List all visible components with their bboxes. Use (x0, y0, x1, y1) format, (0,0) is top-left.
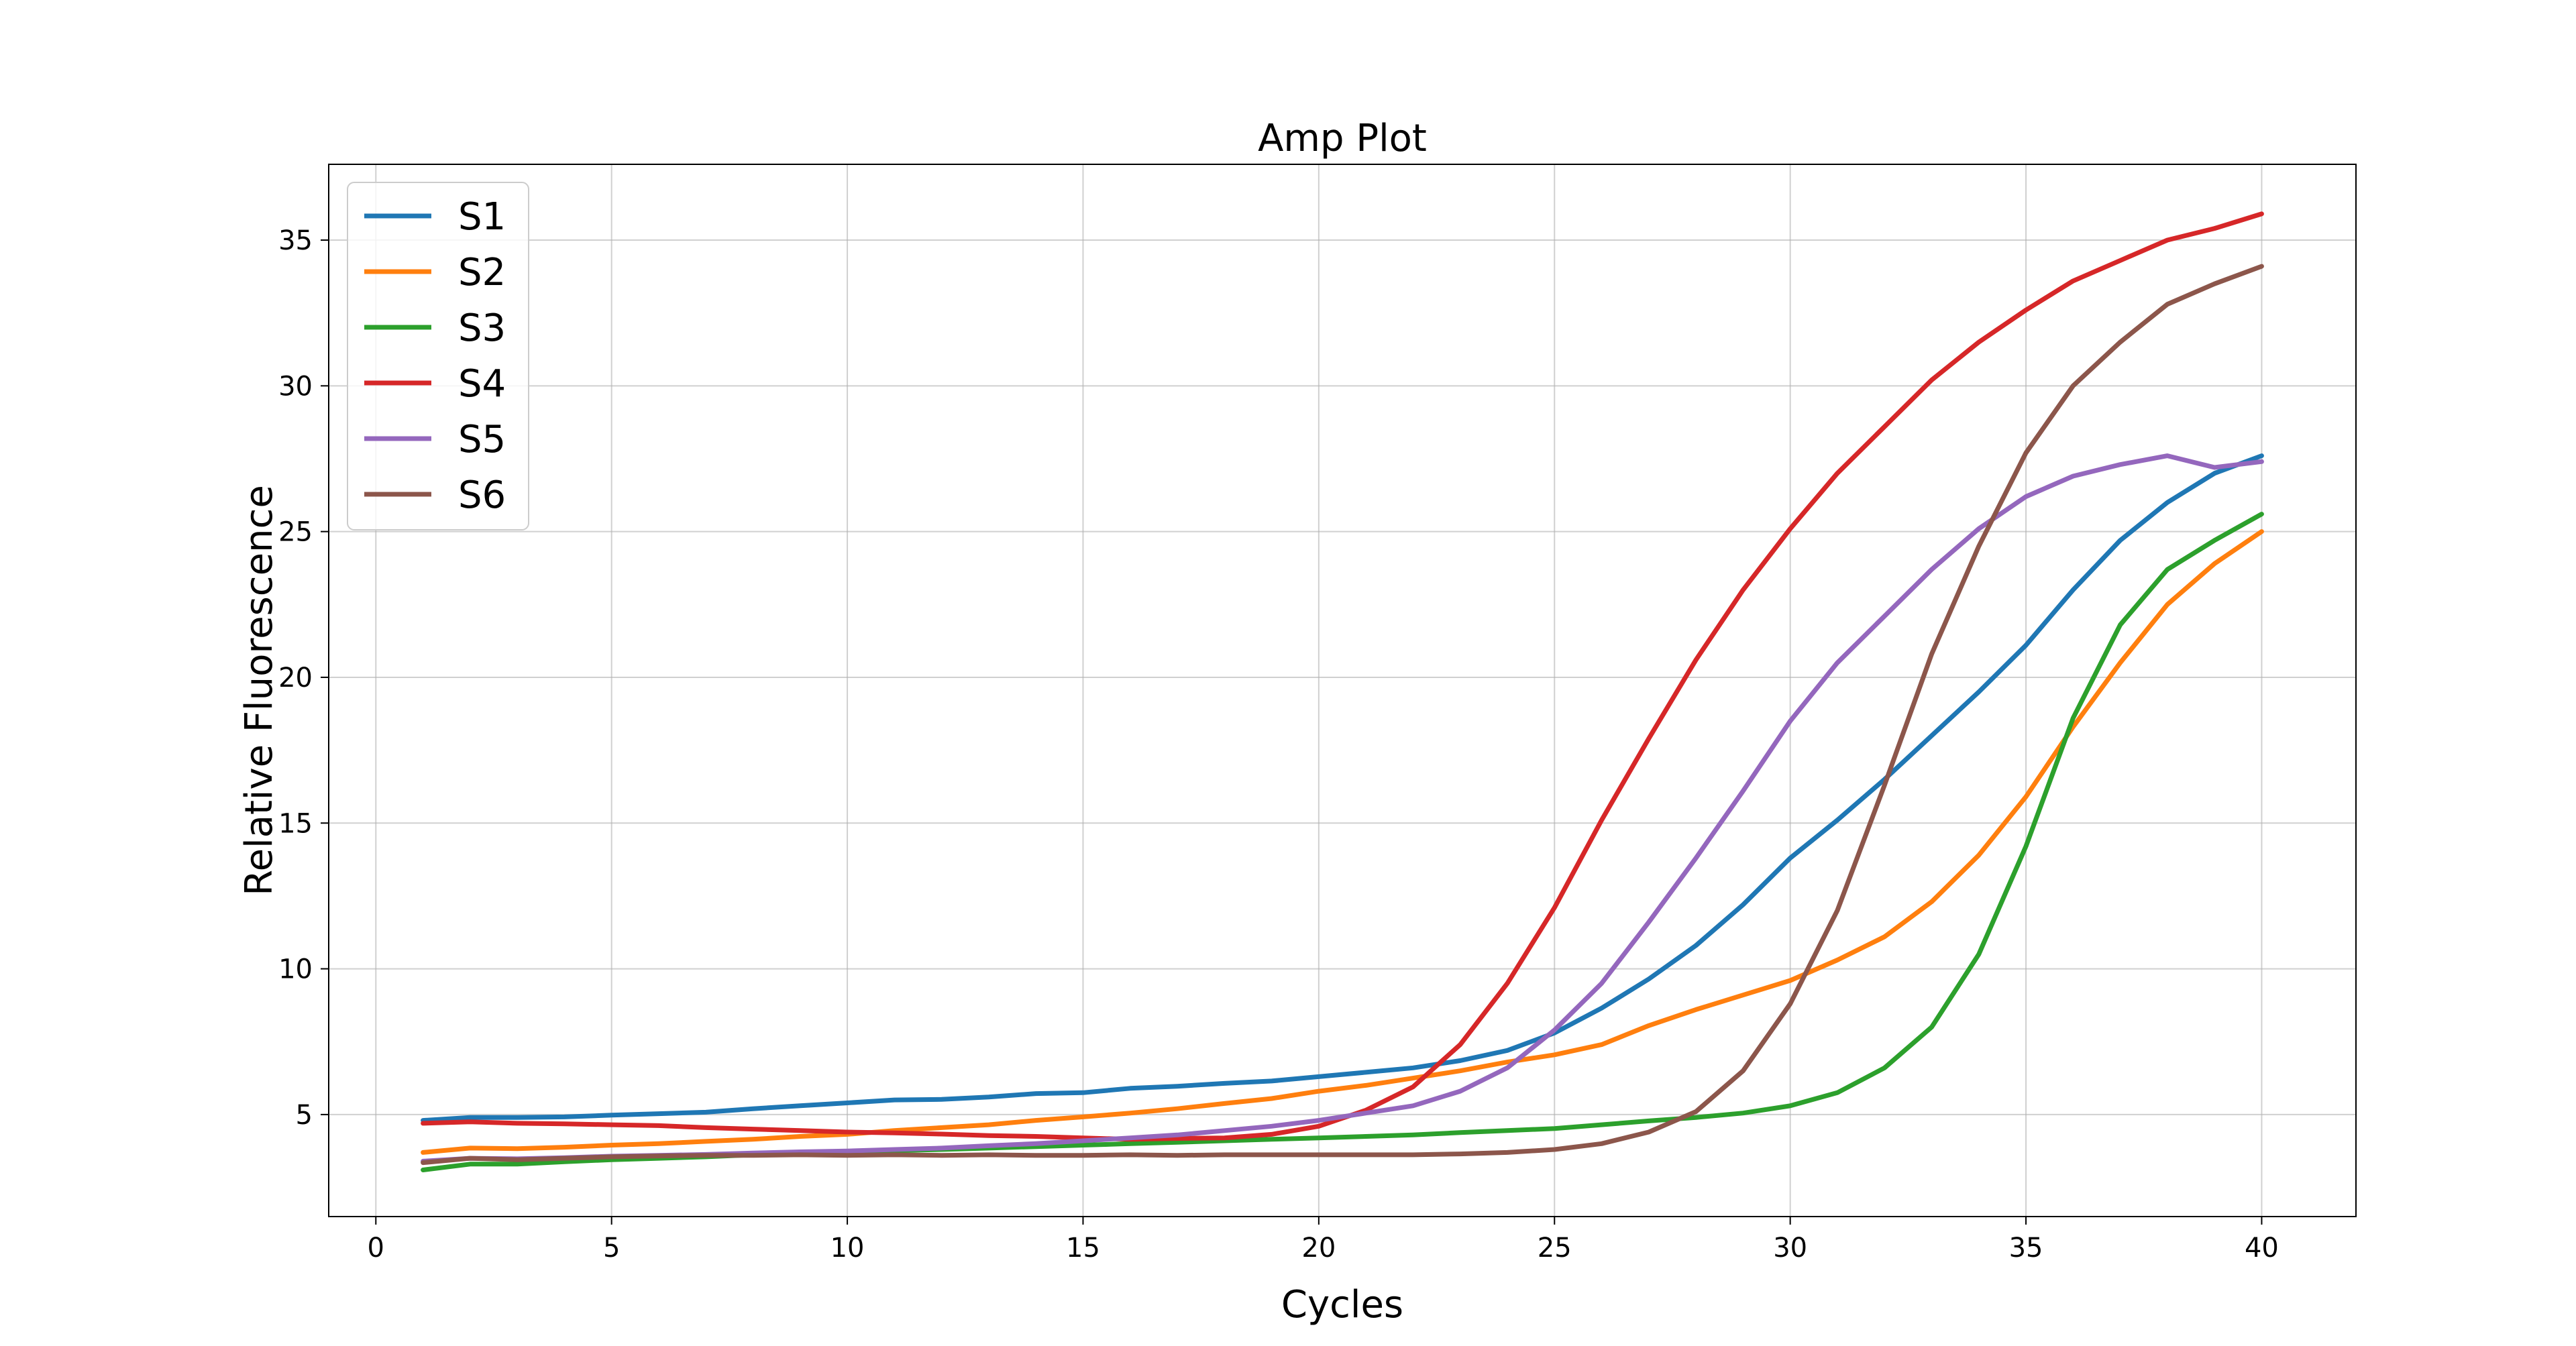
x-tick-label: 25 (1538, 1233, 1572, 1264)
x-axis-title: Cycles (1281, 1283, 1403, 1327)
series-line-s1 (421, 453, 2264, 1123)
x-tick-label: 15 (1066, 1233, 1100, 1264)
legend: S1 S2 S3 S4 S5 S6 (347, 182, 529, 530)
y-tick-label: 5 (296, 1100, 313, 1131)
legend-label-s1: S1 (458, 195, 506, 239)
legend-label-s4: S4 (458, 362, 506, 406)
y-tick-label: 15 (278, 808, 313, 839)
ticks: 0 5 10 15 20 25 30 35 40 5 10 15 20 25 30 35 (278, 225, 2279, 1264)
x-tick-label: 0 (368, 1233, 384, 1264)
chart-title: Amp Plot (1258, 117, 1427, 160)
legend-label-s5: S5 (458, 418, 506, 461)
series-line-s4 (421, 211, 2264, 1142)
y-tick-label: 20 (278, 663, 313, 693)
x-tick-label: 35 (2009, 1233, 2043, 1264)
series-line-s6 (421, 264, 2264, 1166)
series-line-s2 (421, 529, 2264, 1155)
x-tick-label: 30 (1773, 1233, 1807, 1264)
legend-label-s6: S6 (458, 473, 506, 517)
x-tick-label: 10 (830, 1233, 865, 1264)
x-tick-label: 40 (2245, 1233, 2279, 1264)
plot-frame (328, 164, 2357, 1217)
series-lines (421, 211, 2264, 1172)
x-tick-label: 5 (603, 1233, 620, 1264)
y-tick-label: 30 (278, 371, 313, 402)
legend-label-s2: S2 (458, 251, 506, 294)
legend-label-s3: S3 (458, 306, 506, 350)
y-tick-label: 10 (278, 954, 313, 985)
y-axis-title: Relative Fluorescence (237, 485, 281, 896)
y-tick-label: 35 (278, 225, 313, 256)
y-tick-label: 25 (278, 517, 313, 548)
series-line-s5 (421, 453, 2264, 1164)
x-tick-label: 20 (1301, 1233, 1336, 1264)
grid (329, 164, 2356, 1217)
series-line-s3 (421, 512, 2264, 1172)
